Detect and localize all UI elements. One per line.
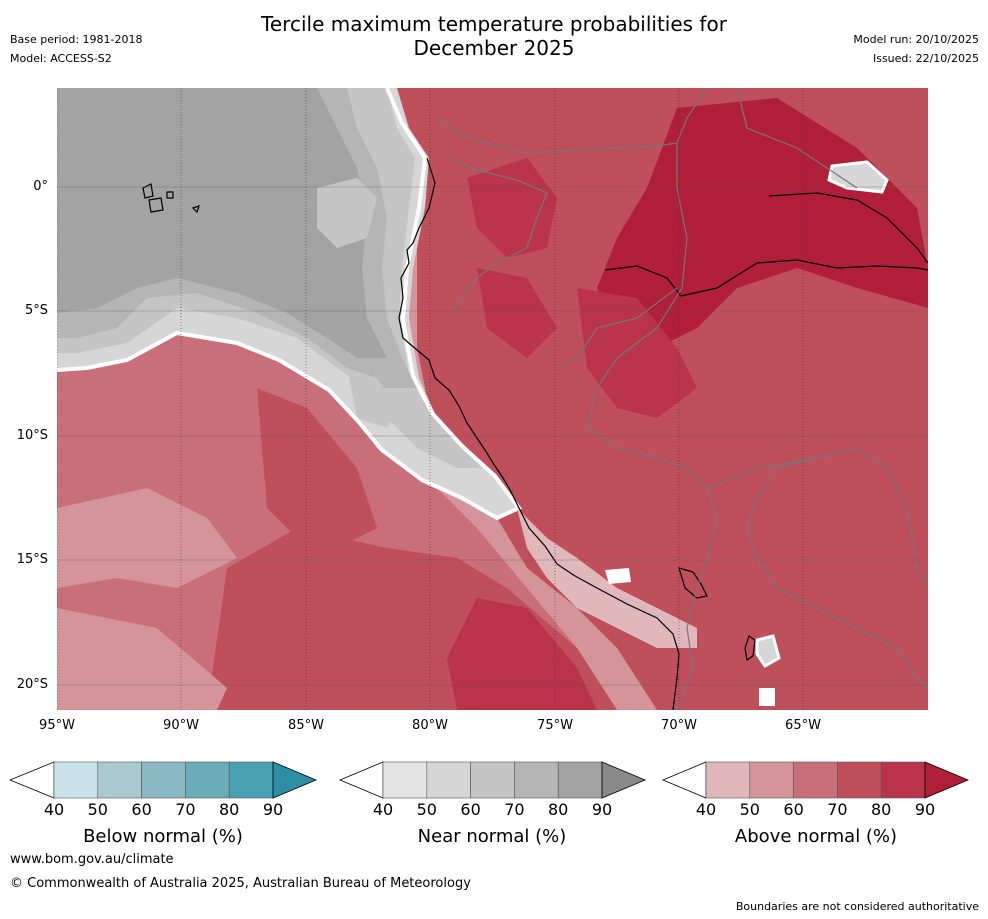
colorbar-near-normal-segment bbox=[470, 761, 515, 799]
colorbar-above-normal-tick: 80 bbox=[871, 800, 892, 819]
colorbar-near-normal-segment bbox=[382, 761, 428, 799]
colorbar-near-normal-tick: 70 bbox=[504, 800, 525, 819]
colorbar-near-normal-tick: 40 bbox=[372, 800, 394, 819]
colorbar-above-normal-segment bbox=[705, 761, 751, 799]
colorbar-near-normal-segment bbox=[557, 761, 603, 799]
lon-label-75w: 75°W bbox=[537, 718, 573, 733]
above-normal-80-90-ocean bbox=[447, 598, 597, 710]
footer-copyright: © Commonwealth of Australia 2025, Austra… bbox=[10, 876, 471, 891]
colorbar-above-normal-segment bbox=[837, 761, 882, 799]
above-normal-40-50-ocean-band-2 bbox=[57, 608, 227, 710]
amazon-river-north bbox=[768, 192, 928, 264]
boundary-disclaimer: Boundaries are not considered authoritat… bbox=[735, 900, 979, 913]
model-name: Model: ACCESS-S2 bbox=[10, 52, 112, 65]
lat-label-10s: 10°S bbox=[16, 428, 48, 443]
colorbar-below-normal-tick: 40 bbox=[43, 800, 65, 819]
colorbar-below-normal-tick: 70 bbox=[175, 800, 196, 819]
colorbar-below-normal-title: Below normal (%) bbox=[83, 826, 243, 847]
lon-label-80w: 80°W bbox=[412, 718, 448, 733]
lon-label-95w: 95°W bbox=[39, 718, 75, 733]
colorbar-above-normal bbox=[661, 761, 970, 799]
colorbar-above-normal-upper-arrow bbox=[924, 761, 970, 799]
above-normal-80-90-peru bbox=[477, 268, 557, 358]
colorbar-near-normal-tick: 60 bbox=[460, 800, 481, 819]
lon-label-70w: 70°W bbox=[661, 718, 697, 733]
footer-url[interactable]: www.bom.gov.au/climate bbox=[10, 852, 174, 867]
colorbars bbox=[8, 761, 970, 799]
near-normal-lighter-patch-2 bbox=[347, 368, 397, 428]
colorbar-near-normal-title: Near normal (%) bbox=[417, 826, 567, 847]
colorbar-below-normal-segment bbox=[185, 761, 230, 799]
colorbar-above-normal-tick: 70 bbox=[827, 800, 848, 819]
near-normal-patch-south-3 bbox=[759, 688, 775, 706]
amazon-river bbox=[604, 259, 928, 297]
coastline bbox=[398, 157, 680, 710]
colorbar-above-normal-lower-arrow bbox=[661, 761, 707, 799]
above-normal-80-90-amazon bbox=[597, 98, 928, 348]
colorbar-above-normal-title: Above normal (%) bbox=[734, 826, 898, 847]
lat-label-15s: 15°S bbox=[16, 552, 48, 567]
colorbar-near-normal-lower-arrow bbox=[338, 761, 384, 799]
country-borders bbox=[436, 88, 928, 710]
above-normal-70-80-ocean-2 bbox=[257, 388, 377, 558]
colorbar-above-normal-segment bbox=[749, 761, 794, 799]
above-normal-80-90-central bbox=[577, 288, 697, 418]
colorbar-near-normal-segment bbox=[514, 761, 559, 799]
map-title: Tercile maximum temperature probabilitie… bbox=[0, 12, 988, 60]
near-normal-patch-south bbox=[755, 634, 781, 668]
colorbar-near-normal-upper-arrow bbox=[601, 761, 647, 799]
lat-label-5s: 5°S bbox=[24, 303, 48, 318]
near-normal-80-90-region bbox=[57, 88, 387, 358]
lon-label-90w: 90°W bbox=[163, 718, 199, 733]
base-period: Base period: 1981-2018 bbox=[10, 33, 143, 46]
colorbar-above-normal-segment bbox=[793, 761, 838, 799]
colorbar-above-normal-tick: 90 bbox=[914, 800, 936, 819]
near-normal-patch-ne bbox=[827, 160, 889, 194]
colorbar-above-normal-tick: 40 bbox=[695, 800, 717, 819]
model-run: Model run: 20/10/2025 bbox=[853, 33, 979, 46]
probability-map bbox=[57, 88, 928, 710]
lake-titicaca bbox=[678, 567, 708, 599]
title-line-2: December 2025 bbox=[413, 36, 575, 60]
issued-date: Issued: 22/10/2025 bbox=[872, 52, 979, 65]
near-normal-boundary bbox=[57, 88, 523, 521]
near-normal-patch-south-2 bbox=[605, 568, 631, 584]
colorbar-near-normal-tick: 80 bbox=[548, 800, 569, 819]
colorbar-below-normal-segment bbox=[228, 761, 274, 799]
colorbar-near-normal bbox=[338, 761, 647, 799]
lon-label-65w: 65°W bbox=[785, 718, 821, 733]
lat-label-0: 0° bbox=[33, 179, 48, 194]
colorbar-near-normal-tick: 90 bbox=[591, 800, 613, 819]
colorbar-below-normal-segment bbox=[97, 761, 142, 799]
colorbar-above-normal-segment bbox=[880, 761, 926, 799]
colorbar-below-normal-tick: 80 bbox=[219, 800, 240, 819]
colorbar-below-normal-lower-arrow bbox=[8, 761, 55, 799]
colorbar-near-normal-segment bbox=[426, 761, 471, 799]
colorbar-below-normal-upper-arrow bbox=[272, 761, 318, 799]
colorbar-below-normal-tick: 60 bbox=[131, 800, 152, 819]
colorbar-below-normal-segment bbox=[141, 761, 186, 799]
colorbar-below-normal-tick: 50 bbox=[87, 800, 108, 819]
galapagos-islands bbox=[142, 183, 200, 214]
colorbar-below-normal-segment bbox=[53, 761, 99, 799]
lat-gridlines bbox=[57, 186, 928, 686]
above-normal-40-50-ocean-band bbox=[57, 488, 237, 588]
colorbar-below-normal bbox=[8, 761, 318, 799]
near-normal-lighter-patch bbox=[317, 178, 377, 248]
above-normal-80-90-north bbox=[467, 158, 557, 258]
lon-label-85w: 85°W bbox=[288, 718, 324, 733]
title-line-1: Tercile maximum temperature probabilitie… bbox=[261, 12, 727, 36]
above-normal-coastal-band bbox=[517, 508, 697, 648]
lat-label-20s: 20°S bbox=[16, 677, 48, 692]
lake-poopo bbox=[744, 635, 756, 662]
colorbar-above-normal-tick: 50 bbox=[739, 800, 760, 819]
colorbar-above-normal-tick: 60 bbox=[783, 800, 804, 819]
colorbar-below-normal-tick: 90 bbox=[262, 800, 284, 819]
colorbar-near-normal-tick: 50 bbox=[416, 800, 437, 819]
